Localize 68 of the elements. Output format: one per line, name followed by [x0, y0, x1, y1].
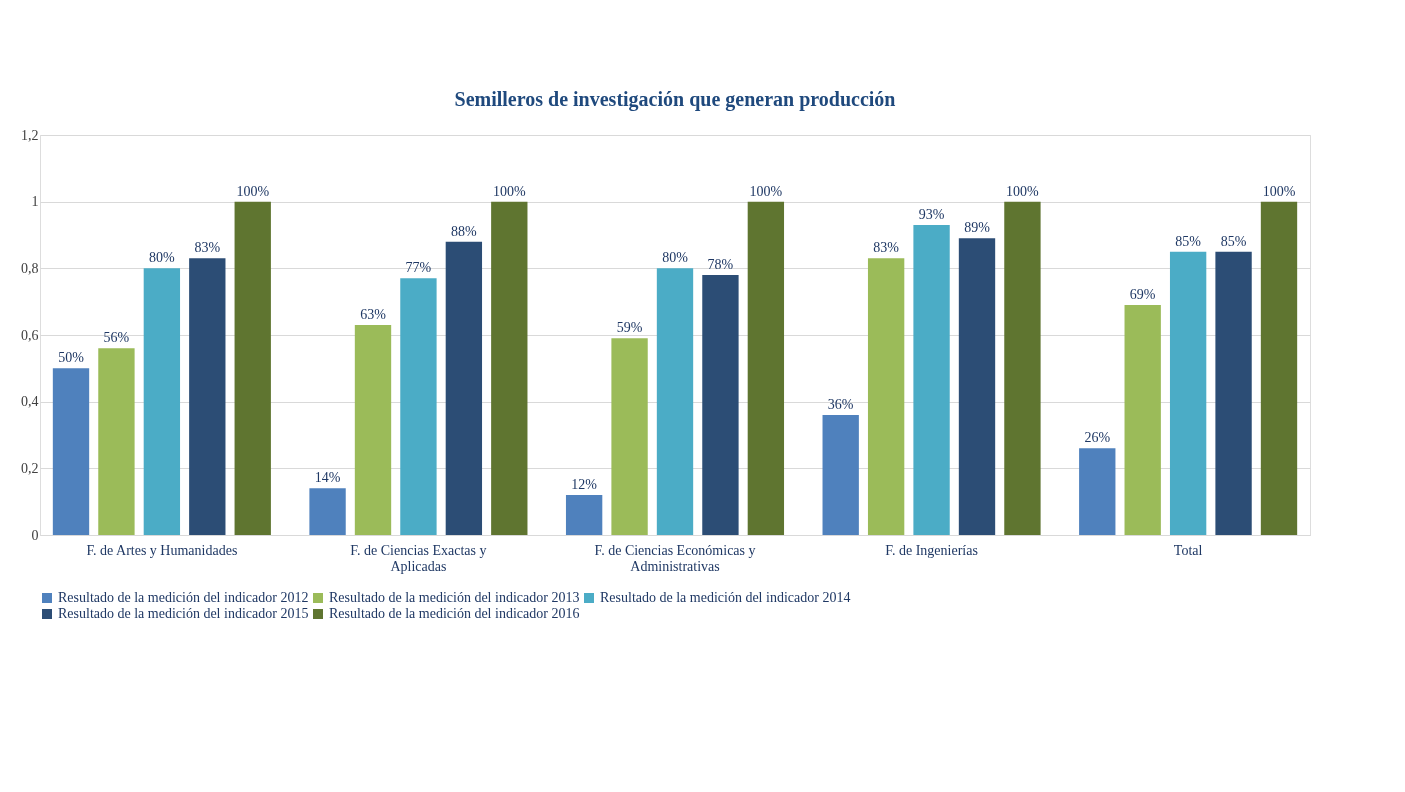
bar: [234, 201, 271, 535]
y-tick-label: 0,2: [21, 460, 39, 476]
y-tick-label: 0,8: [21, 260, 39, 276]
data-label: 100%: [749, 183, 783, 199]
bar: [445, 241, 483, 535]
data-label: 88%: [451, 223, 478, 239]
x-tick-label: F. de Ingenierías: [885, 542, 978, 558]
bar: [1215, 251, 1252, 535]
y-tick-label: 0,4: [21, 394, 39, 410]
x-tick-label: F. de Artes y Humanidades: [86, 542, 238, 558]
bar: [491, 201, 528, 535]
data-label: 50%: [58, 350, 85, 366]
y-tick-label: 0: [31, 527, 39, 543]
bar: [52, 368, 90, 535]
y-tick-label: 1: [31, 194, 39, 210]
data-label: 83%: [194, 240, 221, 256]
bar: [354, 325, 392, 535]
bar: [98, 348, 135, 535]
data-label: 14%: [314, 470, 341, 486]
data-label: 100%: [236, 183, 270, 199]
y-tick-label: 1,2: [21, 127, 39, 143]
data-label: 63%: [360, 307, 387, 322]
data-label: 100%: [1006, 183, 1040, 199]
data-label: 56%: [103, 330, 130, 346]
legend-label: Resultado de la medición del indicador 2012: [58, 590, 309, 605]
data-label: 85%: [1175, 233, 1202, 249]
data-label: 80%: [662, 250, 689, 266]
bar: [913, 225, 950, 535]
bar: [822, 415, 859, 535]
bar: [565, 495, 603, 535]
bar: [1124, 305, 1161, 535]
data-label: 85%: [1220, 233, 1247, 249]
legend-label: Resultado de la medición del indicador 2013: [329, 590, 580, 605]
data-label: 77%: [405, 260, 432, 276]
bar: [958, 238, 996, 535]
data-label: 78%: [707, 257, 734, 272]
data-label: 83%: [873, 240, 900, 256]
y-tick-label: 0,6: [21, 327, 39, 343]
data-label: 89%: [964, 220, 991, 236]
legend-label: Resultado de la medición del indicador 2014: [600, 590, 851, 605]
data-label: 100%: [492, 183, 526, 199]
bar: [611, 338, 648, 535]
bar: [309, 488, 346, 535]
data-label: 26%: [1084, 430, 1111, 446]
bar: [702, 275, 739, 535]
legend-label: Resultado de la medición del indicador 2016: [329, 606, 580, 621]
bar: [189, 258, 226, 535]
data-label: 36%: [827, 397, 854, 412]
x-tick-label: F. de Ciencias Económicas y Administrativas: [594, 542, 756, 574]
bar: [1004, 201, 1041, 535]
x-tick-label: F. de Ciencias Exactas y Aplicadas: [350, 542, 487, 574]
bar: [143, 268, 181, 535]
bar: [1169, 251, 1207, 535]
chart-title: Semilleros de investigación que generan producción: [454, 88, 896, 111]
bar: [1079, 448, 1116, 535]
bar: [747, 201, 785, 535]
bar: [867, 258, 905, 535]
legend-label: Resultado de la medición del indicador 2015: [58, 606, 309, 621]
bar: [656, 268, 694, 535]
bar: [1260, 201, 1298, 535]
x-tick-label: Total: [1173, 542, 1203, 558]
data-label: 59%: [616, 320, 643, 336]
data-label: 93%: [918, 207, 945, 222]
data-label: 100%: [1262, 183, 1296, 199]
data-label: 12%: [571, 477, 598, 492]
bar: [400, 278, 437, 535]
data-label: 69%: [1129, 287, 1156, 302]
data-label: 80%: [149, 250, 176, 266]
